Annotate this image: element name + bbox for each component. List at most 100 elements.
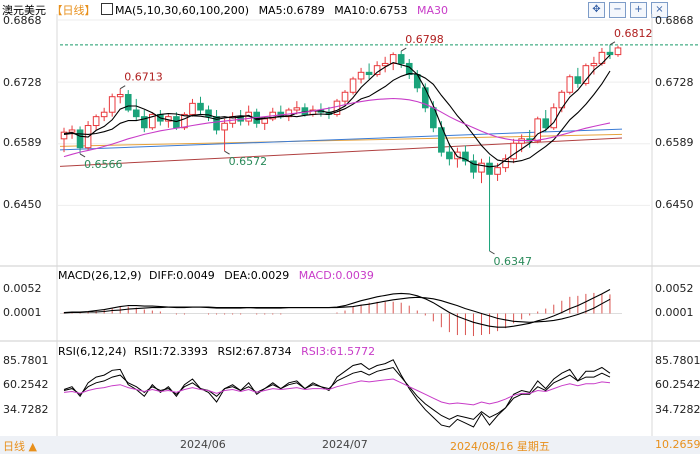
y-tick-left-2: 0.6589 [3, 136, 42, 149]
candle-body [124, 93, 132, 111]
candle-body [365, 71, 373, 76]
candle-body [221, 122, 228, 131]
indicator-icon[interactable] [101, 3, 113, 15]
cursor-date: 2024/08/16 星期五 [450, 440, 550, 453]
candle-body [108, 96, 116, 113]
candle-body [510, 142, 517, 160]
y-tick-left-3: 0.6450 [3, 198, 42, 211]
rsi-tick-right-1: 60.2542 [655, 378, 700, 391]
x-tick-0: 2024/06 [180, 438, 226, 451]
candle-body [542, 118, 550, 129]
annotation-tick [609, 41, 616, 46]
ma10-value: MA10:0.6753 [334, 4, 408, 17]
candle-body [389, 54, 397, 64]
candle-body [357, 71, 365, 80]
macd-header: MACD(26,12,9) DIFF:0.0049 DEA:0.0029 MAC… [58, 269, 374, 282]
rsi3-value: RSI3:61.5772 [301, 345, 376, 358]
candle-body [574, 76, 582, 84]
y-tick-right-0: 0.6868 [655, 14, 694, 27]
candle-body [149, 113, 156, 129]
rsi-label: RSI(6,12,24) [58, 345, 127, 358]
candle-body [213, 116, 220, 131]
candle-body [373, 65, 381, 76]
rsi1-value: RSI1:72.3393 [133, 345, 209, 358]
candle-body [60, 131, 68, 140]
x-tick-1: 2024/07 [322, 438, 368, 451]
price-annotation: 0.6798 [405, 33, 444, 46]
toolbar: ✥ − + × [588, 2, 668, 18]
candle-body [197, 102, 204, 111]
candle-body [181, 113, 188, 129]
candle-body [606, 51, 614, 56]
move-icon[interactable]: ✥ [588, 2, 605, 18]
candle-body [454, 151, 461, 160]
y-tick-right-2: 0.6589 [655, 136, 694, 149]
rsi2-line [63, 366, 611, 420]
candle-body [478, 162, 485, 173]
annotation-tick [400, 47, 407, 52]
candle-body [92, 116, 100, 127]
ma5-value: MA5:0.6789 [258, 4, 325, 17]
footer-period-selector[interactable]: 日线 ▲ [3, 440, 37, 453]
rsi-tick-right-2: 34.7282 [655, 403, 700, 416]
candle-body [349, 78, 357, 93]
y-tick-right-1: 0.6728 [655, 76, 694, 89]
ma10-line [63, 70, 611, 163]
annotation-tick [79, 153, 86, 158]
rsi-tick-left-1: 60.2542 [3, 378, 49, 391]
candle-body [534, 118, 542, 142]
candle-body [116, 93, 124, 98]
candle-body [486, 162, 493, 175]
candle-body [140, 116, 148, 129]
candle-body [438, 127, 445, 153]
price-annotation: 0.6566 [84, 158, 123, 171]
y-tick-right-3: 0.6450 [655, 198, 694, 211]
rsi1-line [63, 359, 611, 428]
annotation-tick [119, 85, 126, 90]
price-annotation: 0.6347 [494, 255, 533, 268]
candle-body [502, 158, 509, 169]
rsi-tick-left-2: 34.7282 [3, 403, 49, 416]
macd-tick-right-0: 0.0052 [655, 282, 694, 295]
date-axis-bar [0, 436, 700, 454]
price-annotation: 0.6572 [229, 155, 267, 168]
price-header: 澳元美元 【日线】 MA(5,10,30,60,100,200) MA5:0.6… [2, 2, 448, 18]
plus-icon[interactable]: + [630, 2, 647, 18]
ma-label: MA(5,10,30,60,100,200) [115, 4, 250, 17]
candle-body [566, 76, 574, 93]
candle-body [614, 47, 622, 56]
annotation-tick [489, 250, 495, 255]
macd-label: MACD(26,12,9) [58, 269, 142, 282]
period-selector[interactable]: 【日线】 [51, 4, 96, 17]
rsi-tick-right-0: 85.7801 [655, 354, 700, 367]
candle-body [341, 91, 349, 102]
close-icon[interactable]: × [651, 2, 668, 18]
candle-body [446, 151, 453, 160]
macd-tick-left-1: 0.0001 [3, 306, 42, 319]
candle-body [100, 111, 108, 118]
minus-icon[interactable]: − [609, 2, 626, 18]
ma30-line [63, 97, 611, 158]
candle-body [173, 116, 180, 129]
ma100-line [59, 128, 623, 151]
candle-body [590, 62, 598, 67]
y-tick-left-0: 0.6868 [3, 14, 42, 27]
candle-body [333, 100, 341, 115]
candle-body [470, 160, 477, 173]
candle-body [494, 167, 501, 175]
price-annotation: 0.6812 [614, 27, 653, 40]
ma30-value: MA30 [417, 4, 449, 17]
candle-body [582, 65, 590, 84]
instrument-title: 澳元美元 [2, 4, 46, 17]
y-tick-left-1: 0.6728 [3, 76, 42, 89]
dea-line [63, 296, 611, 323]
candle-body [293, 107, 301, 111]
ma5-line [63, 54, 611, 168]
cursor-value: 10.2659 [655, 438, 700, 451]
ma60-line [59, 133, 623, 147]
rsi3-line [63, 378, 611, 406]
candle-body [132, 109, 140, 118]
annotation-tick [224, 150, 230, 155]
